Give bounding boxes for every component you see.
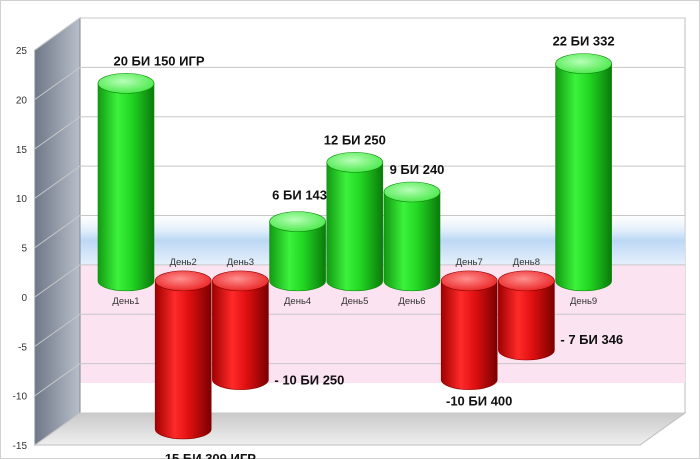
category-label: День4 — [284, 296, 311, 307]
y-tick-label: -5 — [18, 342, 27, 353]
y-tick-label: 5 — [21, 244, 27, 255]
y-tick-label: 10 — [16, 194, 28, 205]
data-label: -10 БИ 400 — [446, 394, 512, 409]
data-label: -15 БИ 309 ИГР — [161, 451, 257, 459]
gridline — [34, 264, 685, 298]
y-tick-label: 15 — [16, 145, 28, 156]
gridline — [34, 17, 685, 51]
bar-body — [498, 280, 555, 361]
bar-body — [269, 221, 326, 292]
category-label: День7 — [456, 257, 483, 268]
bar-cap — [97, 73, 155, 94]
bar-2 — [154, 270, 212, 440]
data-label: 22 БИ 332 — [553, 34, 615, 49]
data-label: - 7 БИ 346 — [560, 332, 623, 347]
category-label: День2 — [170, 257, 197, 268]
bar-4 — [269, 211, 326, 292]
gridline — [34, 165, 685, 199]
bar-body — [555, 63, 612, 292]
bar-8 — [498, 270, 555, 361]
bar-3 — [212, 270, 269, 390]
bar-cap — [269, 211, 326, 232]
y-tick-label: -10 — [13, 392, 28, 403]
category-label: День9 — [570, 296, 597, 307]
bar-body — [97, 83, 155, 292]
gridline — [34, 66, 685, 100]
bar-cap — [154, 270, 212, 292]
bar-cap — [440, 270, 498, 292]
data-label: - 10 БИ 250 — [274, 373, 344, 388]
category-label: День6 — [398, 296, 425, 307]
bar-5 — [326, 152, 384, 292]
floor — [33, 412, 687, 446]
bar-body — [440, 280, 498, 390]
y-tick-label: 0 — [21, 293, 27, 304]
bar-body — [326, 162, 384, 292]
bar-body — [212, 280, 269, 390]
bar-cap — [383, 181, 441, 203]
bar-cap — [498, 270, 555, 292]
data-label: 20 БИ 150 ИГР — [113, 53, 204, 68]
bar-cap — [212, 270, 269, 292]
data-label: 6 БИ 143 — [272, 188, 327, 203]
bar-body — [383, 191, 441, 292]
bar-body — [154, 280, 212, 440]
data-label: 9 БИ 240 — [390, 162, 445, 177]
y-tick-label: -15 — [13, 441, 28, 452]
gridline — [34, 215, 685, 248]
category-label: День8 — [513, 257, 540, 268]
category-label: День5 — [341, 296, 368, 307]
category-label: День1 — [112, 296, 139, 307]
bar-cap — [555, 53, 612, 74]
y-tick-label: 20 — [16, 95, 28, 106]
y-tick-label: 25 — [16, 46, 28, 57]
gridline — [34, 412, 685, 446]
bar-9 — [555, 53, 612, 292]
bar-cap — [326, 152, 384, 173]
gridline — [34, 116, 685, 150]
bar-6 — [383, 181, 441, 292]
data-label: 12 БИ 250 — [324, 132, 386, 147]
bar-7 — [440, 270, 498, 390]
bar-1 — [97, 73, 155, 292]
category-label: День3 — [227, 257, 254, 268]
